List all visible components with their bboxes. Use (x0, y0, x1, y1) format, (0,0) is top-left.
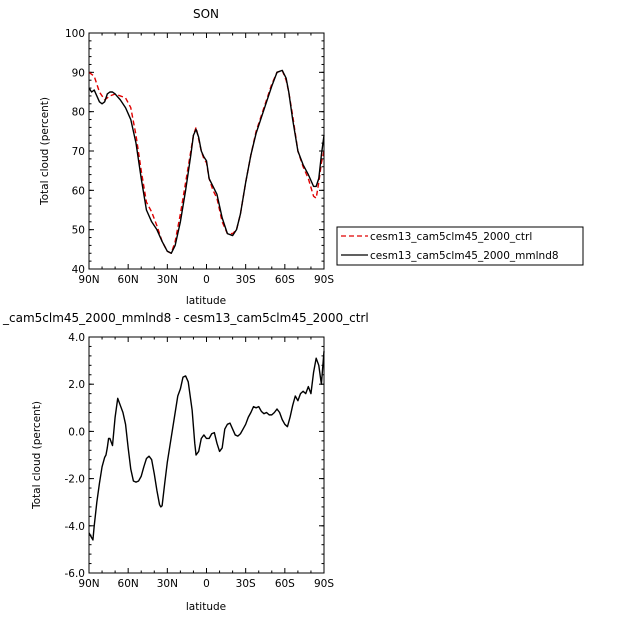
ytick-label: 70 (72, 146, 85, 158)
plot1-title: SON (193, 7, 219, 21)
ytick-label: 100 (65, 28, 85, 40)
xtick-label: 90S (314, 578, 334, 590)
legend-label-mmlnd8: cesm13_cam5clm45_2000_mmlnd8 (370, 250, 559, 262)
xtick-label: 0 (203, 274, 210, 286)
plot1-frame (88, 32, 325, 270)
plot1-area: 90N 60N 30N 0 30S 60S 90S 40 50 60 70 80 90 100 (65, 28, 334, 286)
ytick-label: 90 (72, 67, 85, 79)
plot2-frame (88, 336, 325, 574)
series-line-plot1-1 (88, 69, 325, 254)
ytick-label: -4.0 (65, 521, 86, 533)
xtick-label: 60N (118, 274, 139, 286)
legend-box (336, 226, 584, 266)
ytick-label: -6.0 (65, 568, 86, 580)
plot1-xlabel: latitude (186, 295, 226, 307)
xtick-label: 60S (275, 578, 295, 590)
legend-label-ctrl: cesm13_cam5clm45_2000_ctrl (370, 231, 532, 243)
plot2-title: _cam5clm45_2000_mmlnd8 - cesm13_cam5clm4… (2, 311, 369, 325)
plot2-xlabel: latitude (186, 601, 226, 613)
xtick-label: 90S (314, 274, 334, 286)
ytick-label: -2.0 (65, 474, 86, 486)
plot2-ylabel: Total cloud (percent) (31, 401, 43, 510)
xtick-label: 0 (203, 578, 210, 590)
legend: cesm13_cam5clm45_2000_ctrl cesm13_cam5cl… (336, 226, 584, 266)
ytick-label: 2.0 (68, 379, 85, 391)
xtick-label: 90N (78, 274, 99, 286)
plot1-ylabel: Total cloud (percent) (39, 97, 51, 206)
xtick-label: 30N (157, 578, 178, 590)
xtick-label: 90N (78, 578, 99, 590)
xtick-label: 30N (157, 274, 178, 286)
ytick-label: 80 (72, 107, 85, 119)
ytick-label: 40 (72, 264, 85, 276)
plot2-area: 90N 60N 30N 0 30S 60S 90S -6.0 -4.0 -2.0 0.0 2.0 4.0 (65, 332, 335, 590)
xtick-label: 60N (118, 578, 139, 590)
series-line-plot2-0 (88, 351, 325, 541)
ytick-label: 50 (72, 225, 85, 237)
ytick-label: 4.0 (68, 332, 85, 344)
ytick-label: 60 (72, 185, 85, 197)
ytick-label: 0.0 (68, 426, 85, 438)
xtick-label: 60S (275, 274, 295, 286)
xtick-label: 30S (236, 578, 256, 590)
xtick-label: 30S (236, 274, 256, 286)
